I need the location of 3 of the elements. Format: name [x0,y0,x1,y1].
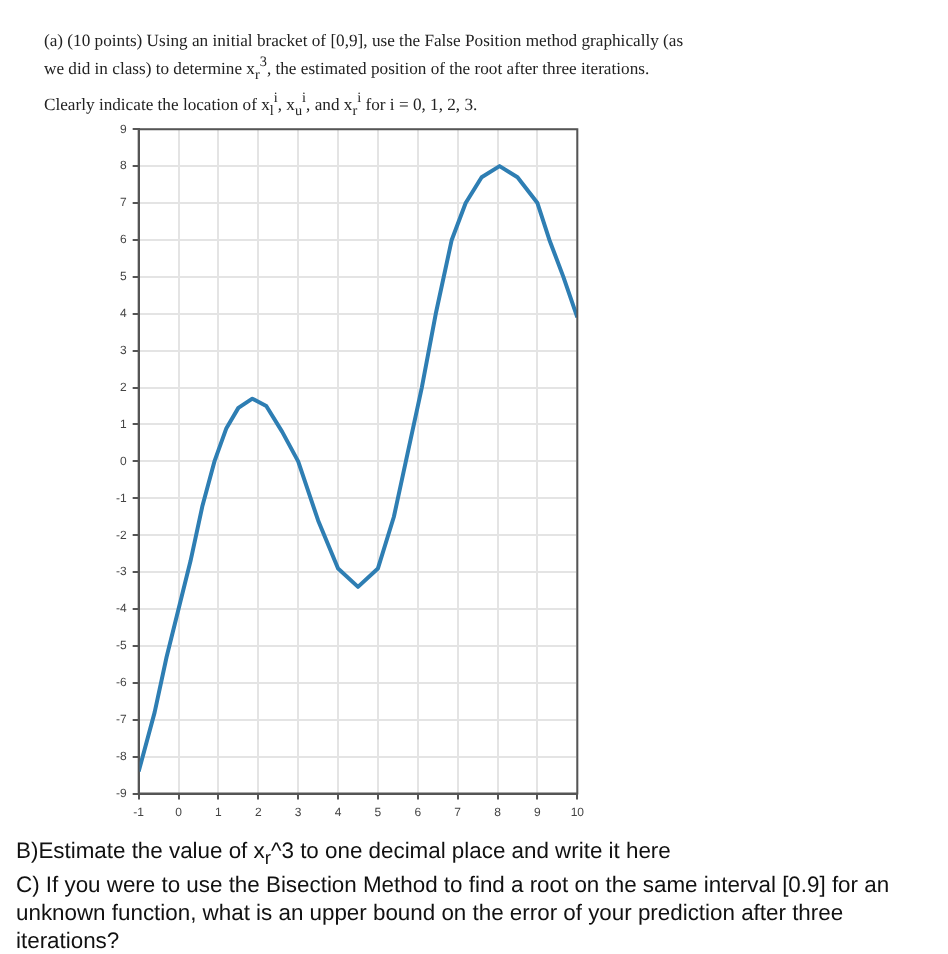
text: C) If you were to use the Bisection Method to find a root on the same interval [0.9] for an unknown function, what is an upper bound on the error of your prediction after three iterations? [16,872,892,954]
text: B)Estimate the value of x$_{r}$^3 to one decimal place and write it here [16,838,673,873]
chart-title: (a) (10 points) Using an initial bracket of [0,9], use the False Position method graphically (as we did in class) to determine x$_{r}$$^{3}$, the estimated position of the root after three iterations. Clearly indicate the location of x$_{l}$$^{i}$, x$_{u}$$^{i}$, and x$_{r}$$^{i}$ for i = 0, 1, 2, 3. [44,30,684,119]
